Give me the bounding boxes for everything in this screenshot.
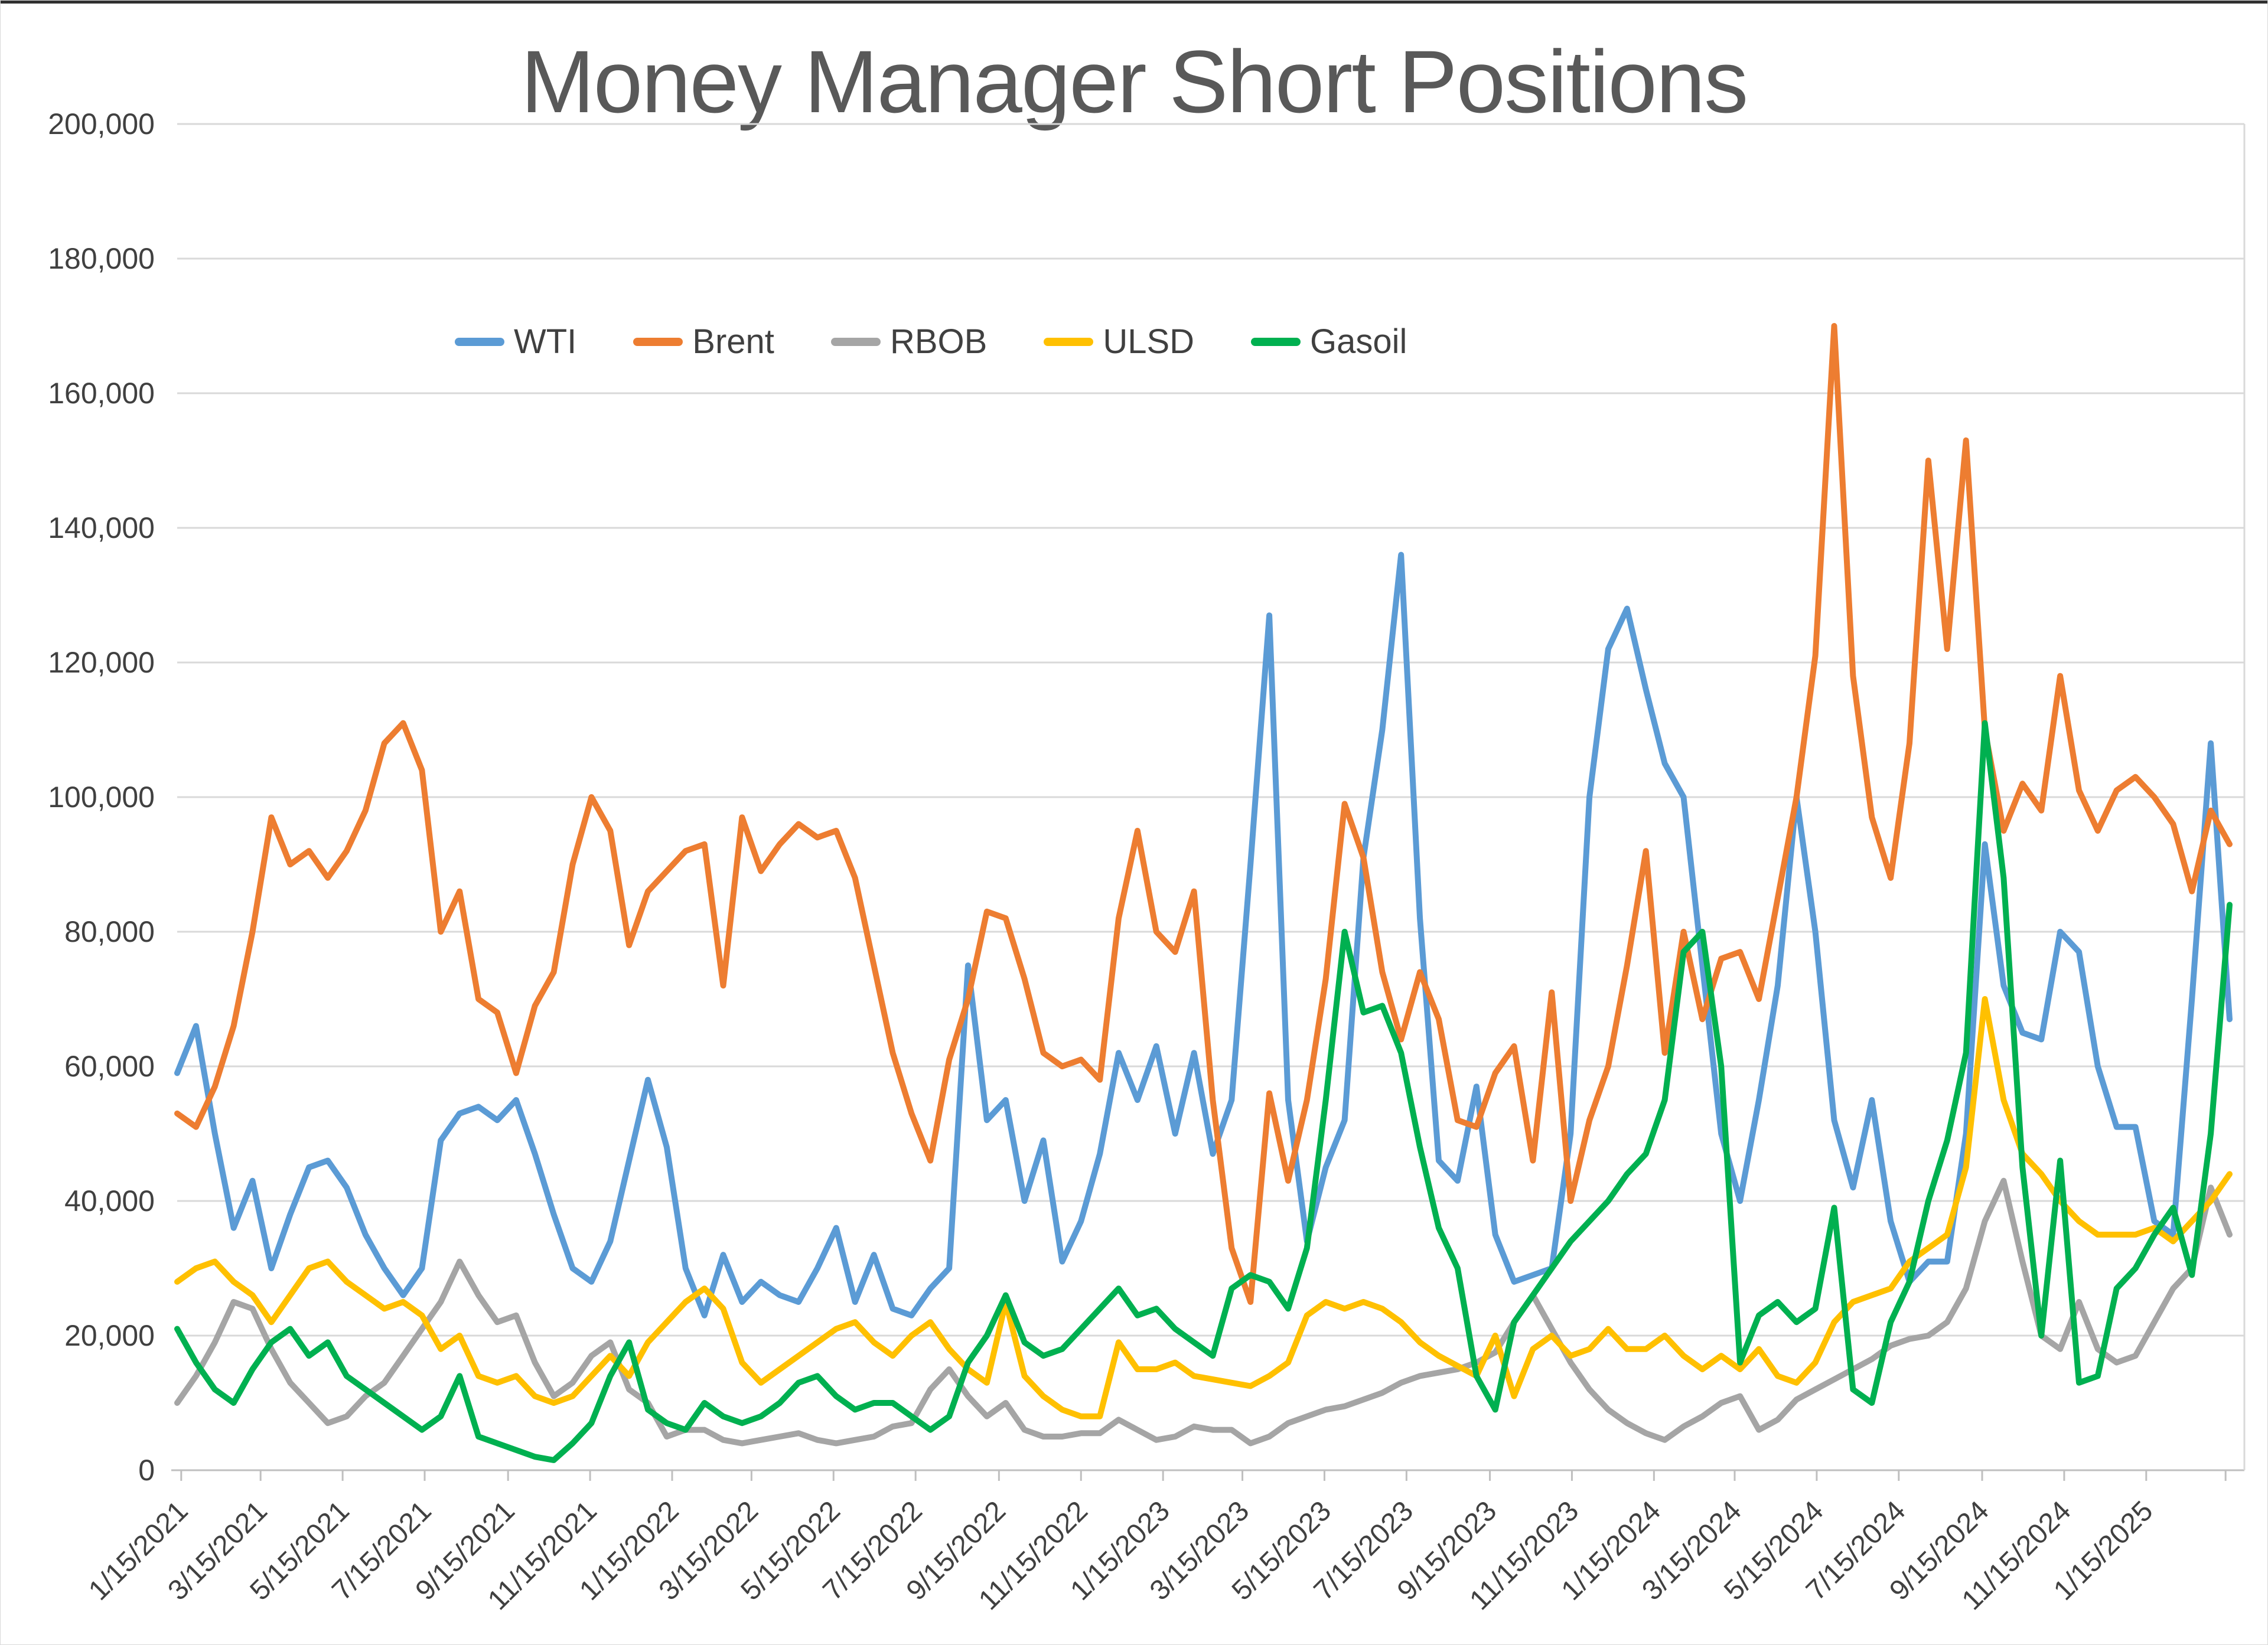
window-top-edge bbox=[0, 0, 2268, 4]
legend-swatch-wti bbox=[455, 337, 504, 346]
legend-label: WTI bbox=[514, 322, 577, 361]
legend-swatch-brent bbox=[633, 337, 683, 346]
chart-legend: WTI Brent RBOB ULSD Gasoil bbox=[455, 322, 1407, 361]
chart-title: Money Manager Short Positions bbox=[520, 32, 1748, 131]
y-axis-label: 20,000 bbox=[64, 1319, 155, 1352]
y-axis-label: 80,000 bbox=[64, 915, 155, 948]
legend-swatch-rbob bbox=[830, 337, 881, 346]
y-axis-label: 200,000 bbox=[48, 107, 155, 141]
legend-item-ulsd[interactable]: ULSD bbox=[1044, 322, 1194, 361]
y-axis-label: 100,000 bbox=[48, 781, 155, 814]
legend-label: Gasoil bbox=[1310, 322, 1407, 361]
series-line-wti[interactable] bbox=[174, 551, 2233, 1318]
y-axis-label: 180,000 bbox=[48, 242, 155, 275]
series-line-brent[interactable] bbox=[174, 323, 2233, 1305]
y-axis-label: 160,000 bbox=[48, 377, 155, 410]
y-axis-label: 40,000 bbox=[64, 1184, 155, 1218]
y-axis-label: 120,000 bbox=[48, 646, 155, 679]
legend-item-wti[interactable]: WTI bbox=[455, 322, 576, 361]
legend-label: Brent bbox=[692, 322, 774, 361]
legend-item-rbob[interactable]: RBOB bbox=[830, 322, 988, 361]
legend-label: ULSD bbox=[1103, 322, 1195, 361]
y-axis-label: 140,000 bbox=[48, 511, 155, 544]
legend-swatch-gasoil bbox=[1251, 337, 1301, 346]
legend-item-gasoil[interactable]: Gasoil bbox=[1251, 322, 1407, 361]
legend-label: RBOB bbox=[889, 322, 988, 361]
y-axis-label: 60,000 bbox=[64, 1050, 155, 1083]
series-line-gasoil[interactable] bbox=[174, 720, 2233, 1463]
legend-swatch-ulsd bbox=[1044, 337, 1094, 346]
legend-item-brent[interactable]: Brent bbox=[633, 322, 774, 361]
series-line-ulsd[interactable] bbox=[174, 996, 2233, 1419]
y-axis-label: 0 bbox=[138, 1454, 155, 1487]
